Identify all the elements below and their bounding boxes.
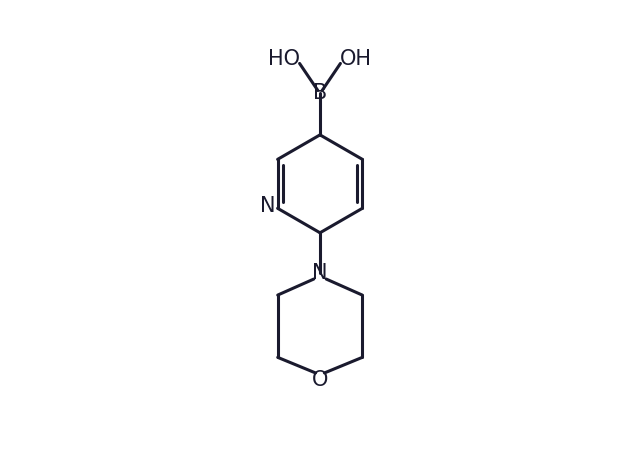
Text: HO: HO — [268, 49, 300, 69]
Text: B: B — [313, 83, 327, 102]
Text: O: O — [312, 369, 328, 390]
Text: OH: OH — [340, 49, 372, 69]
Text: N: N — [260, 196, 275, 216]
Text: N: N — [312, 263, 328, 283]
